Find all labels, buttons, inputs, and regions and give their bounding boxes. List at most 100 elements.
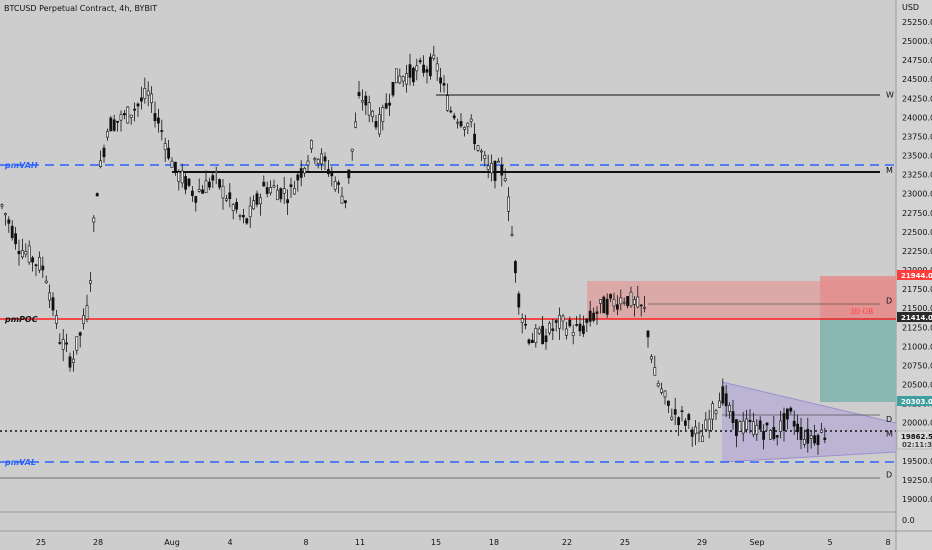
candle-body [792,420,796,427]
candlestick-series [0,45,827,455]
price-tick-label: 24000.0 [902,113,932,122]
candle-body [320,153,324,165]
candle-body [490,163,494,174]
candle-body [218,179,222,188]
candle-body [751,421,755,435]
candle-body [428,56,432,77]
candle-body [405,73,409,85]
time-tick-label: 25 [620,538,630,547]
candle-body [231,204,235,211]
candle-body [201,189,205,194]
candle-body [425,69,429,73]
candle-body [279,188,283,200]
candle-body [48,292,52,301]
time-tick-label: 29 [697,538,707,547]
price-tick-label: 20500.0 [902,381,932,390]
candle-body [524,323,528,326]
candle-body [265,187,269,194]
candle-body [819,429,823,433]
candle-body [54,315,58,324]
candle-body [772,427,776,440]
candle-body [0,204,4,207]
candle-body [398,75,402,84]
candle-body [354,121,358,128]
candle-body [34,264,38,267]
candle-body [717,400,721,408]
candle-body [37,256,41,271]
candle-body [731,411,735,423]
price-tick-label: 19250.0 [902,476,932,485]
candle-body [235,201,239,210]
candle-body [177,171,181,182]
candle-body [510,233,514,236]
candle-body [41,265,45,271]
candle-body [303,168,307,174]
candle-body [309,140,313,149]
candle-body [588,310,592,322]
candle-body [258,197,262,205]
price-tick-label: 22500.0 [902,228,932,237]
candle-body [673,409,677,415]
time-axis-ticks: 25 28 Aug 4 8 11 15 18 22 25 29 Sep 5 8 [36,538,891,547]
candle-body [687,414,691,421]
candle-body [422,64,426,73]
candle-body [364,95,368,106]
candle-body [802,439,806,445]
candle-body [371,110,375,118]
candle-body [58,342,62,344]
candle-body [493,161,497,181]
candle-body [813,435,817,444]
candle-body [483,155,487,159]
candle-body [187,178,191,186]
level-marker: D [886,471,892,480]
candle-body [694,426,698,435]
candle-body [160,130,164,132]
candle-body [639,304,643,307]
candle-body [496,160,500,163]
pmval-label: pmVAL [4,458,36,467]
candle-body [27,245,31,263]
candle-body [204,180,208,194]
candle-body [544,335,548,343]
candle-body [745,418,749,430]
candle-body [619,297,623,305]
chart-title: BTCUSD Perpetual Contract, 4h, BYBIT [4,4,157,13]
candle-body [129,114,133,118]
volume-axis-tick: 0.0 [902,516,915,525]
candle-body [163,143,167,151]
candle-body [10,225,14,238]
currency-label: USD [902,3,919,12]
candle-body [595,311,599,314]
candle-body [381,107,385,122]
candle-body [238,214,242,217]
candle-body [449,110,453,113]
candle-body [272,185,276,188]
candle-body [435,63,439,72]
candle-body [289,184,293,187]
candle-body [126,106,130,124]
candle-body [306,160,310,166]
candle-body [554,320,558,323]
price-tick-label: 19000.0 [902,495,932,504]
candle-body [646,330,650,338]
time-tick-label: 11 [355,538,365,547]
candle-body [568,319,572,327]
candle-body [99,160,103,167]
triangle-pattern [722,382,896,462]
candle-body [296,174,300,181]
candle-body [507,196,511,212]
time-tick-label: Aug [164,538,180,547]
price-tick-label: 20750.0 [902,361,932,370]
candle-body [609,294,613,299]
svg-text:20303.0: 20303.0 [901,398,932,406]
candle-body [323,156,327,162]
candle-body [17,250,21,255]
candle-body [24,251,28,255]
candle-body [112,119,116,131]
candle-body [649,356,653,360]
candle-body [721,386,725,404]
candle-body [109,117,113,132]
candle-body [343,200,347,204]
